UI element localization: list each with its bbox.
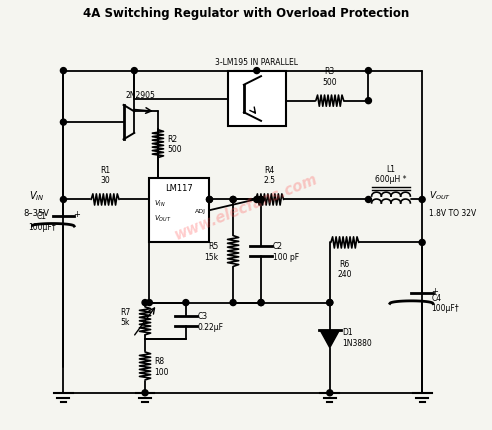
- Circle shape: [258, 197, 264, 203]
- Text: R2
500: R2 500: [167, 135, 182, 154]
- Circle shape: [419, 197, 425, 203]
- Circle shape: [327, 300, 333, 306]
- Polygon shape: [320, 331, 339, 348]
- Circle shape: [327, 390, 333, 396]
- FancyBboxPatch shape: [150, 178, 210, 243]
- Text: 2N2905: 2N2905: [126, 90, 155, 99]
- Text: 4A Switching Regulator with Overload Protection: 4A Switching Regulator with Overload Pro…: [83, 7, 409, 20]
- Circle shape: [419, 240, 425, 246]
- Text: R4
2.5: R4 2.5: [264, 166, 276, 185]
- Text: R1
30: R1 30: [100, 166, 110, 185]
- Circle shape: [254, 68, 260, 74]
- Text: +: +: [431, 286, 438, 295]
- Circle shape: [366, 197, 371, 203]
- Circle shape: [258, 300, 264, 306]
- Text: D1
1N3880: D1 1N3880: [342, 328, 371, 347]
- Text: $V_{IN}$: $V_{IN}$: [29, 189, 45, 203]
- Text: C4
100μF†: C4 100μF†: [431, 293, 459, 313]
- Text: LM117: LM117: [165, 184, 193, 193]
- Circle shape: [230, 197, 236, 203]
- Circle shape: [230, 300, 236, 306]
- Circle shape: [207, 197, 213, 203]
- Text: +: +: [73, 209, 80, 218]
- Text: C1
100μF†: C1 100μF†: [28, 212, 56, 231]
- Text: R8
100: R8 100: [154, 356, 169, 376]
- Circle shape: [142, 300, 148, 306]
- Text: ADJ: ADJ: [195, 208, 206, 213]
- Circle shape: [142, 390, 148, 396]
- Circle shape: [207, 197, 213, 203]
- Circle shape: [230, 197, 236, 203]
- Circle shape: [131, 68, 137, 74]
- Text: $V_{OUT}$: $V_{OUT}$: [429, 190, 451, 202]
- Text: R5
15k: R5 15k: [204, 242, 218, 261]
- Text: C3
0.22μF: C3 0.22μF: [198, 311, 224, 331]
- Circle shape: [254, 197, 260, 203]
- FancyBboxPatch shape: [228, 71, 286, 127]
- Text: 8–35V: 8–35V: [24, 209, 50, 217]
- Circle shape: [61, 197, 66, 203]
- Circle shape: [258, 197, 264, 203]
- Circle shape: [366, 68, 371, 74]
- Text: $V_{IN}$: $V_{IN}$: [154, 198, 166, 208]
- Text: 1.8V TO 32V: 1.8V TO 32V: [429, 209, 476, 217]
- Text: www.elecfans.com: www.elecfans.com: [172, 171, 320, 242]
- Text: R3
500: R3 500: [322, 67, 337, 86]
- Text: C2
100 pF: C2 100 pF: [273, 242, 299, 261]
- Circle shape: [258, 300, 264, 306]
- Circle shape: [183, 300, 189, 306]
- Circle shape: [366, 98, 371, 104]
- Text: 3-LM195 IN PARALLEL: 3-LM195 IN PARALLEL: [215, 58, 298, 67]
- Circle shape: [146, 300, 153, 306]
- Circle shape: [61, 120, 66, 126]
- Text: L1
600μH *: L1 600μH *: [375, 164, 407, 184]
- Text: R6
240: R6 240: [338, 259, 352, 279]
- Circle shape: [327, 300, 333, 306]
- Text: $V_{OUT}$: $V_{OUT}$: [154, 213, 172, 224]
- Text: R7
5k: R7 5k: [120, 307, 130, 326]
- Circle shape: [61, 68, 66, 74]
